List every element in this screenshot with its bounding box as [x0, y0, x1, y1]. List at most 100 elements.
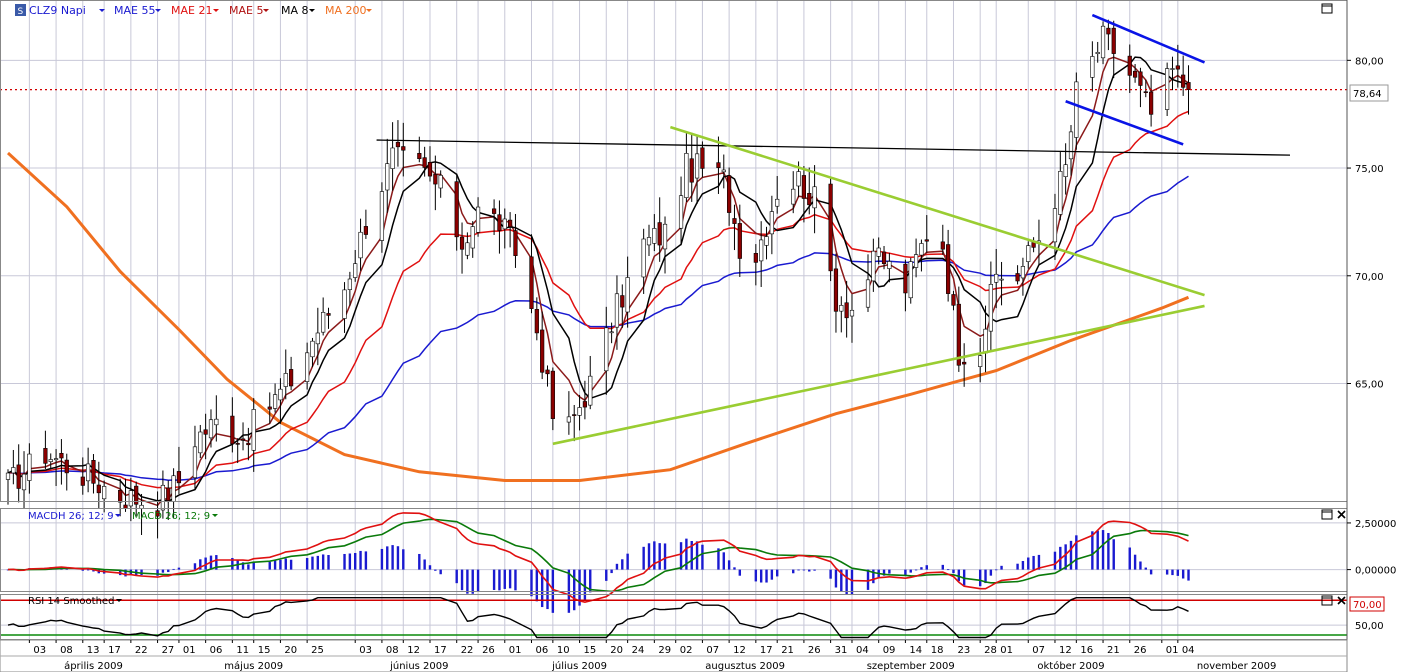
legend-rsi[interactable]: RSI 14 Smoothed [28, 596, 114, 607]
x-tick-label: 07 [706, 645, 719, 656]
candle-body [86, 463, 91, 482]
x-tick-label: 17 [108, 645, 121, 656]
macd-histogram-bar [904, 569, 907, 576]
candle-body [502, 218, 507, 230]
candle-body [540, 329, 545, 373]
dropdown-arrow-icon[interactable] [366, 9, 372, 12]
dropdown-arrow-icon[interactable] [213, 9, 219, 12]
macd-histogram-bar [428, 565, 432, 570]
candle-body [43, 448, 48, 464]
legend-macd[interactable]: MACD 26; 12; 9 [132, 511, 210, 522]
macd-histogram-bar [471, 569, 474, 594]
x-month-label: június 2009 [389, 660, 448, 672]
macd-histogram-bar [289, 559, 293, 570]
symbol-label[interactable]: CLZ9 Napi [29, 4, 86, 17]
macd-histogram-bar [1075, 535, 1078, 570]
macd-histogram-bar [1037, 554, 1041, 570]
candle-body [342, 289, 347, 319]
macd-histogram-bar [797, 569, 800, 571]
candle-body [118, 489, 123, 503]
macd-histogram-bar [1128, 547, 1131, 570]
macd-histogram-bar [359, 550, 362, 570]
candle-body [417, 153, 422, 159]
candle-body [401, 146, 406, 151]
legend-ma200[interactable]: MA 200 [325, 4, 367, 17]
rsi-level-tag: 70,00 [1349, 596, 1385, 612]
candle-body [759, 239, 764, 262]
macd-histogram-bar [279, 559, 282, 570]
candle-body [791, 188, 796, 205]
candle-body [903, 263, 908, 294]
candle-body [166, 487, 171, 501]
macd-histogram-bar [914, 569, 918, 571]
dropdown-arrow-icon[interactable] [116, 599, 122, 602]
x-tick-label: 18 [931, 645, 944, 656]
dropdown-arrow-icon[interactable] [155, 9, 161, 12]
candle-body [1074, 81, 1079, 138]
candle-body [550, 370, 555, 419]
dropdown-arrow-icon[interactable] [115, 514, 121, 517]
macd-histogram-bar [829, 569, 832, 579]
macd-histogram-bar [989, 569, 993, 576]
candle-body [849, 309, 855, 317]
candle-body [566, 416, 571, 423]
candle-body [657, 222, 662, 246]
macd-histogram-bar [530, 569, 533, 597]
candle-body [582, 401, 587, 408]
macd-histogram-bar [1101, 530, 1105, 570]
legend-macdh[interactable]: MACDH 26; 12; 9 [28, 511, 114, 522]
macd-histogram-bar [492, 569, 496, 590]
candle-body [604, 327, 609, 372]
candle-body [1063, 164, 1068, 177]
rsi-tick-label: 50,00 [1355, 621, 1384, 632]
legend-ma8[interactable]: MA 8 [281, 4, 309, 17]
legend-mae5[interactable]: MAE 5 [229, 4, 263, 17]
dropdown-arrow-icon[interactable] [263, 9, 269, 12]
x-tick-label: 12 [407, 645, 420, 656]
maximize-icon[interactable] [1321, 3, 1333, 14]
dropdown-arrow-icon[interactable] [212, 514, 218, 517]
x-month-label: október 2009 [1037, 660, 1104, 672]
maximize-icon[interactable] [1321, 509, 1333, 520]
macd-histogram-bar [583, 569, 587, 601]
candle-body [962, 361, 967, 365]
candle-body [326, 313, 331, 316]
macd-histogram-bar [466, 569, 469, 594]
candle-body [21, 473, 27, 491]
candle-body [470, 226, 475, 249]
x-tick-label: 21 [1107, 645, 1120, 656]
maximize-icon[interactable] [1321, 595, 1333, 606]
ma200-layer [6, 151, 1190, 482]
macd-histogram-bar [193, 563, 197, 570]
candle-body [775, 198, 780, 207]
close-icon[interactable] [1337, 510, 1346, 519]
macd-histogram-bar [1107, 532, 1110, 570]
candle-body [1143, 91, 1148, 94]
legend-mae55[interactable]: MAE 55 [114, 4, 155, 17]
macd-histogram-bar [872, 569, 875, 584]
macd-histogram-bar [952, 569, 955, 574]
dropdown-arrow-icon[interactable] [309, 9, 315, 12]
candle-body [1175, 65, 1180, 70]
x-tick-label: 26 [808, 645, 821, 656]
x-tick-label: 21 [781, 645, 794, 656]
x-month-label: május 2009 [224, 660, 283, 672]
candle-body [80, 476, 85, 486]
candle-body [871, 250, 876, 282]
candle-body [289, 369, 294, 387]
macd-histogram-bar [460, 569, 464, 591]
candle-body [1090, 56, 1095, 78]
macd-histogram-bar [909, 569, 912, 573]
rsi-legend: RSI 14 Smoothed [28, 596, 122, 607]
macd-histogram-bar [364, 551, 368, 570]
candle-body [716, 162, 721, 168]
legend-mae21[interactable]: MAE 21 [171, 4, 212, 17]
candle-body [358, 231, 363, 259]
macd-histogram-bar [1053, 551, 1057, 570]
close-icon[interactable] [1337, 596, 1346, 605]
candle-body [764, 236, 769, 246]
dropdown-arrow-icon[interactable] [99, 9, 105, 12]
macd-histogram-bar [642, 546, 645, 570]
candle-body [134, 485, 139, 505]
x-tick-label: 11 [236, 645, 249, 656]
